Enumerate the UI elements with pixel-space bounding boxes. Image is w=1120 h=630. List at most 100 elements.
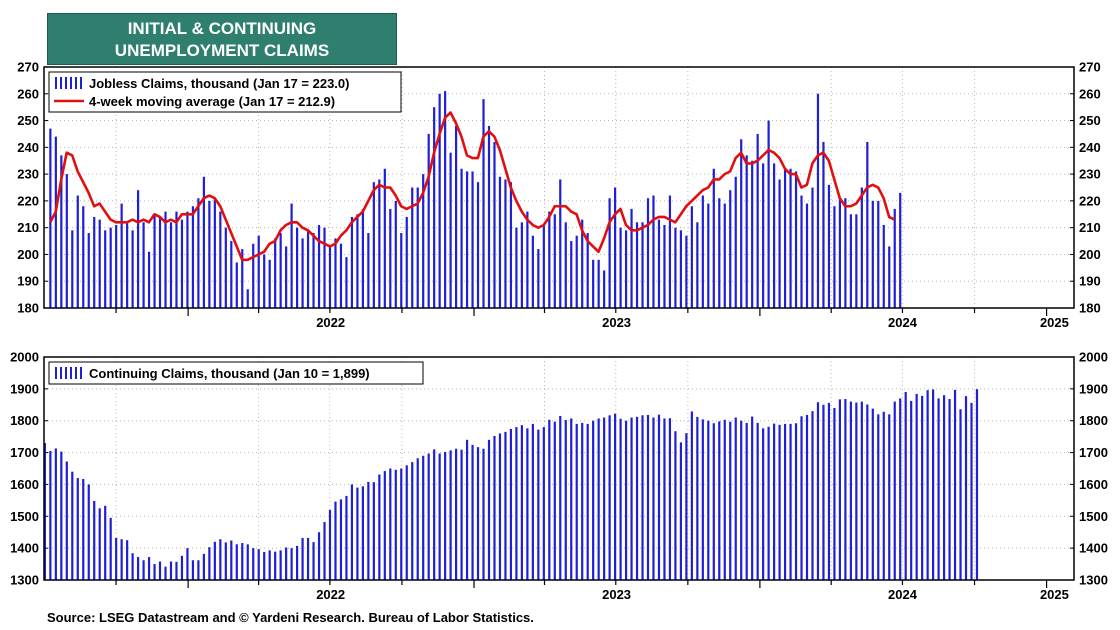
continuing-legend-bar-swatch [70,367,72,379]
jobless-bar [564,222,567,308]
jobless-bar [175,211,178,308]
jobless-bar [334,238,337,308]
jobless-bar [811,187,814,308]
jobless-bar [646,198,650,308]
continuing-bar [679,442,682,580]
jobless-bar [614,187,617,308]
continuing-bar [235,544,238,580]
jobless-y-tick-label-right: 210 [1079,220,1101,235]
continuing-bar [844,399,847,580]
jobless-y-tick-label-left: 260 [17,86,39,101]
continuing-bar [455,448,458,580]
continuing-bar [301,537,304,580]
continuing-bar [487,439,491,580]
continuing-bar [657,414,661,580]
continuing-bar [570,418,573,580]
jobless-y-tick-label-left: 270 [17,60,39,75]
continuing-bar [542,427,545,580]
continuing-bar [164,566,167,580]
continuing-bar [592,420,595,580]
jobless-bar [866,141,869,308]
jobless-bar [186,211,189,308]
jobless-bar [663,224,666,308]
jobless-bar [416,187,419,308]
jobless-bar [317,224,321,308]
continuing-bar [597,418,600,580]
continuing-bar [219,539,222,580]
jobless-bar [800,195,803,308]
jobless-bar [197,198,200,308]
jobless-bar [427,133,430,308]
continuing-bar [257,549,260,580]
jobless-bar [553,214,556,308]
jobless-bar [548,211,551,308]
jobless-bar [394,200,397,308]
jobless-bar [202,176,205,308]
continuing-bar [696,416,699,580]
jobless-bar [312,233,315,308]
continuing-bar [701,419,704,580]
jobless-bar [98,219,101,308]
jobless-bar [707,203,710,308]
jobless-y-tick-label-left: 200 [17,247,39,262]
continuing-legend-bar-swatch [80,367,82,379]
jobless-bar [619,227,622,308]
continuing-bar [147,557,151,580]
continuing-bar [71,471,74,580]
continuing-bar [476,447,480,580]
continuing-bar [734,417,737,580]
continuing-y-tick-label-left: 1900 [10,381,39,396]
jobless-bar [690,206,693,308]
jobless-y-tick-label-right: 240 [1079,140,1101,155]
continuing-bar [531,423,534,580]
jobless-bar [805,203,809,308]
continuing-bar [871,408,874,580]
jobless-bar [372,182,375,308]
continuing-bar [882,411,885,580]
continuing-y-tick-label-left: 1400 [10,541,39,556]
continuing-bar [537,429,540,580]
continuing-bar [465,439,469,580]
continuing-bar [82,479,85,580]
continuing-bar [652,417,655,580]
continuing-bar [904,392,907,580]
jobless-bar [208,200,211,308]
jobless-y-tick-label-left: 210 [17,220,39,235]
continuing-bar [230,540,233,580]
jobless-bar [76,195,79,308]
continuing-bar [268,550,271,580]
jobless-bar [460,168,463,308]
jobless-y-tick-label-right: 220 [1079,193,1101,208]
jobless-bar [104,230,107,308]
continuing-bar [115,537,118,580]
continuing-bar [246,544,249,580]
jobless-x-tick-label: 2025 [1040,315,1069,330]
continuing-bar [959,409,962,580]
jobless-bar [290,203,293,308]
jobless-bar [60,155,63,308]
jobless-bar [219,211,222,308]
jobless-legend-label: 4-week moving average (Jan 17 = 212.9) [89,94,335,109]
jobless-bar [301,238,304,308]
continuing-bar [751,416,754,580]
jobless-bar [515,227,518,308]
continuing-bar [778,424,781,580]
continuing-bar [833,407,836,580]
jobless-y-tick-label-right: 270 [1079,60,1101,75]
jobless-bar [180,219,184,308]
continuing-bar [449,450,452,580]
jobless-bar [849,214,852,308]
continuing-bar [553,421,556,580]
jobless-bar [482,99,485,308]
jobless-bar [153,214,156,308]
continuing-bar [668,418,672,580]
continuing-bar [614,413,617,580]
continuing-bar [405,465,408,580]
jobless-bar [581,219,584,308]
jobless-plot-frame [43,66,1075,309]
continuing-bar [729,421,732,580]
jobless-bar [745,155,748,308]
continuing-bar [43,443,46,580]
jobless-bar [367,233,370,308]
